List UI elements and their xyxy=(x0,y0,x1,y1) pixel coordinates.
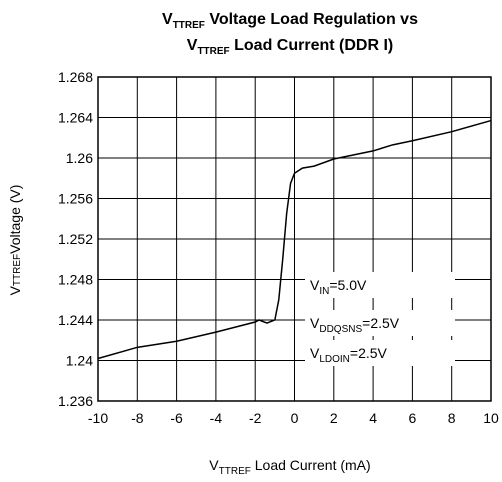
x-tick-label: -8 xyxy=(131,410,144,426)
label-sub: TTREF xyxy=(12,254,23,286)
x-tick-label: 4 xyxy=(369,410,377,426)
x-tick-label: -10 xyxy=(88,410,108,426)
data-line xyxy=(97,119,492,360)
chart-title: VTTREF Voltage Load Regulation vs xyxy=(162,11,418,31)
x-tick-label: 10 xyxy=(483,410,499,426)
plot-frame xyxy=(97,76,492,402)
y-tick-label: 1.24 xyxy=(66,353,93,369)
title-text: V xyxy=(187,37,198,54)
annotation-text: =2.5V xyxy=(350,345,388,361)
y-tick-label: 1.252 xyxy=(58,231,93,247)
x-tick-label: -4 xyxy=(210,410,223,426)
y-tick-label: 1.248 xyxy=(58,272,93,288)
annotation-sub: DDQSNS xyxy=(319,324,362,335)
x-tick-label: 2 xyxy=(330,410,338,426)
title-text: Voltage Load Regulation vs xyxy=(205,11,418,28)
x-tick-label: 8 xyxy=(448,410,456,426)
annotation-text: V xyxy=(310,315,320,331)
annotation-text: V xyxy=(310,277,320,293)
annotation-text: V xyxy=(310,345,320,361)
y-tick-label: 1.236 xyxy=(58,393,93,409)
annotation-sub: LDOIN xyxy=(319,354,350,365)
title-sub: TTREF xyxy=(173,20,205,31)
x-tick-label: -6 xyxy=(170,410,183,426)
x-tick-label: -2 xyxy=(249,410,262,426)
title-sub: TTREF xyxy=(197,46,229,57)
y-tick-label: 1.26 xyxy=(66,150,93,166)
x-axis-label: VTTREF Load Current (mA) xyxy=(209,457,370,477)
y-tick-label: 1.244 xyxy=(58,312,93,328)
y-tick-label: 1.268 xyxy=(58,69,93,85)
annotation-bg xyxy=(305,310,455,336)
label-sub: TTREF xyxy=(219,466,251,477)
x-tick-label: 6 xyxy=(409,410,417,426)
annotation-sub: IN xyxy=(319,286,329,297)
title-text: V xyxy=(162,11,173,28)
annotation: VDDQSNS=2.5V xyxy=(310,315,400,335)
label-text: Load Current (mA) xyxy=(251,457,371,473)
label-text: Voltage (V) xyxy=(7,185,23,254)
x-tick-label: 0 xyxy=(291,410,299,426)
label-text: V xyxy=(7,285,23,295)
annotation: VIN=5.0V xyxy=(310,277,367,297)
chart-title: VTTREF Load Current (DDR I) xyxy=(187,37,393,57)
annotation-bg xyxy=(305,272,455,298)
y-tick-label: 1.264 xyxy=(58,110,93,126)
label-text: V xyxy=(209,457,219,473)
annotation-bg xyxy=(305,340,455,366)
y-axis-label: VTTREFVoltage (V) xyxy=(7,185,23,296)
annotation: VLDOIN=2.5V xyxy=(310,345,388,365)
y-tick-label: 1.256 xyxy=(58,191,93,207)
title-text: Load Current (DDR I) xyxy=(230,37,394,54)
annotation-text: =5.0V xyxy=(329,277,367,293)
annotation-text: =2.5V xyxy=(362,315,400,331)
